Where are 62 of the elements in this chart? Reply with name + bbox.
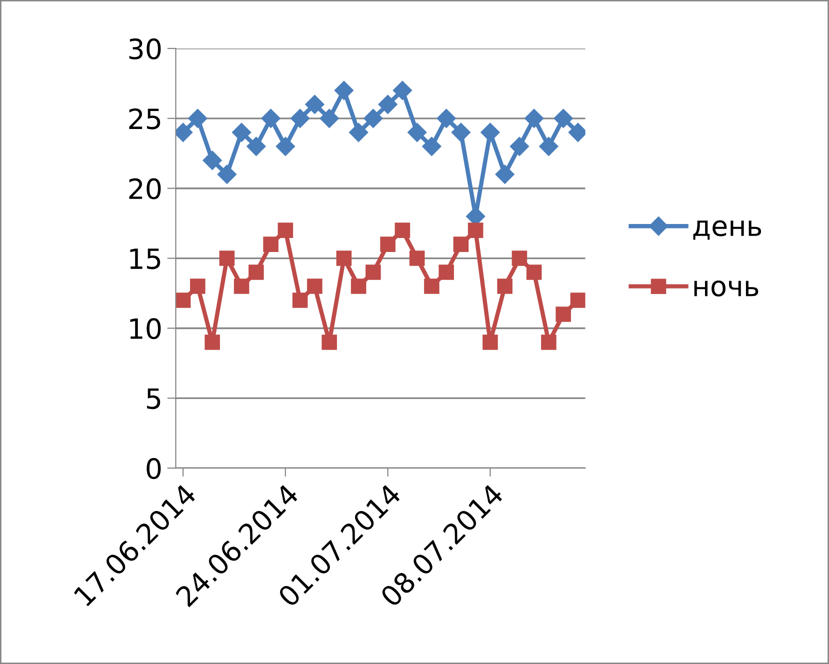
y-tick-label: 5: [147, 388, 160, 410]
point: [217, 164, 236, 184]
point: [292, 292, 308, 308]
point: [248, 264, 264, 280]
y-tick-label: 0: [146, 458, 161, 480]
point: [364, 108, 383, 128]
point: [378, 94, 398, 114]
y-tick-label: 30: [129, 38, 161, 60]
point: [570, 292, 586, 308]
point: [278, 222, 294, 238]
point: [453, 236, 469, 252]
point: [334, 80, 354, 100]
point: [232, 122, 252, 142]
point: [307, 278, 322, 294]
point: [188, 108, 208, 128]
point: [409, 250, 425, 266]
point: [392, 80, 412, 100]
point: [394, 222, 410, 238]
legend-label: день: [693, 220, 762, 240]
point: [246, 136, 266, 156]
point: [482, 334, 498, 350]
point: [539, 136, 558, 156]
y-tick-label: 10: [130, 318, 161, 340]
point: [322, 334, 337, 350]
point: [526, 264, 542, 280]
point: [438, 264, 454, 280]
point: [336, 250, 352, 266]
point: [451, 122, 470, 142]
point: [176, 292, 191, 308]
point: [380, 236, 396, 252]
point: [512, 250, 528, 266]
point: [408, 122, 427, 142]
point: [366, 264, 381, 280]
point: [349, 122, 368, 142]
y-tick-label: 25: [129, 108, 160, 130]
y-tick-label: 15: [130, 248, 160, 270]
point: [510, 136, 529, 156]
point: [495, 164, 514, 184]
point: [190, 278, 206, 294]
point: [468, 222, 484, 238]
point: [422, 136, 442, 156]
point: [541, 334, 556, 350]
point: [263, 236, 278, 252]
y-tick-label: 20: [129, 178, 161, 200]
point: [436, 108, 456, 128]
point: [497, 278, 512, 294]
point: [234, 278, 250, 294]
point: [219, 250, 235, 266]
point: [320, 108, 339, 128]
point: [524, 108, 544, 128]
point: [554, 108, 573, 128]
point: [424, 278, 440, 294]
point: [305, 94, 324, 114]
point: [290, 108, 310, 128]
point: [556, 306, 571, 322]
point: [276, 136, 295, 156]
point: [261, 108, 280, 128]
legend-label: ночь: [694, 280, 758, 296]
point: [202, 150, 222, 170]
point: [480, 122, 500, 142]
point: [350, 278, 366, 294]
point: [204, 334, 220, 350]
